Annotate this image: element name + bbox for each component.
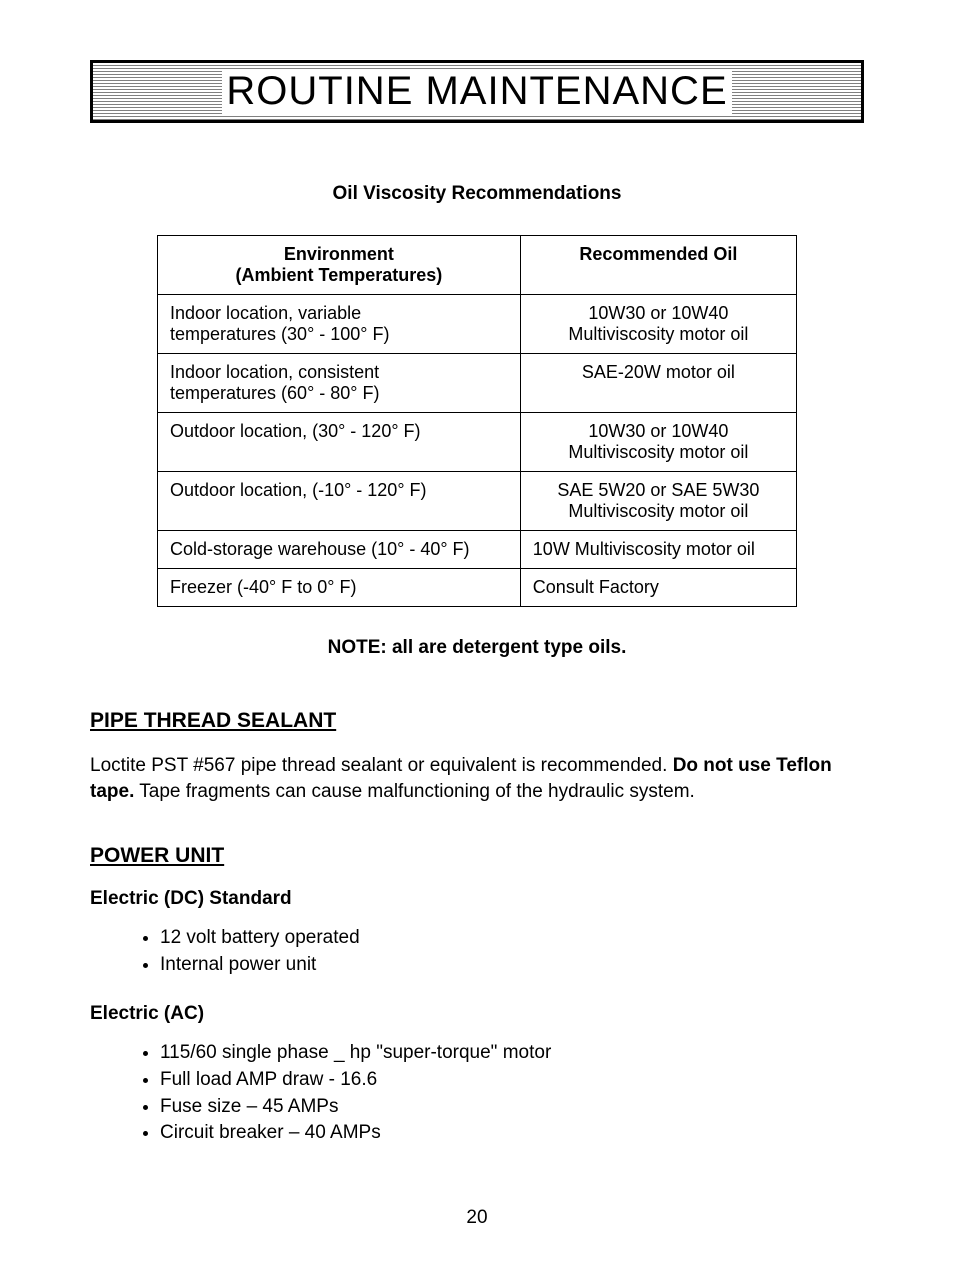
page-title: ROUTINE MAINTENANCE	[222, 69, 731, 114]
oil-viscosity-table: Environment (Ambient Temperatures) Recom…	[157, 235, 797, 607]
env-cell: Indoor location, consistenttemperatures …	[158, 354, 521, 413]
power-unit-heading: POWER UNIT	[90, 844, 864, 868]
table-header-oil: Recommended Oil	[520, 236, 796, 295]
list-item: Fuse size – 45 AMPs	[160, 1094, 864, 1121]
table-title: Oil Viscosity Recommendations	[90, 183, 864, 205]
oil-cell: 10W Multiviscosity motor oil	[520, 531, 796, 569]
list-item: Internal power unit	[160, 952, 864, 979]
env-cell: Indoor location, variabletemperatures (3…	[158, 295, 521, 354]
oil-cell: 10W30 or 10W40Multiviscosity motor oil	[520, 413, 796, 472]
ac-list: 115/60 single phase _ hp "super-torque" …	[90, 1040, 864, 1146]
oil-cell: Consult Factory	[520, 569, 796, 607]
env-cell: Outdoor location, (-10° - 120° F)	[158, 472, 521, 531]
env-cell: Freezer (-40° F to 0° F)	[158, 569, 521, 607]
list-item: 115/60 single phase _ hp "super-torque" …	[160, 1040, 864, 1067]
table-row: Freezer (-40° F to 0° F)Consult Factory	[158, 569, 797, 607]
env-cell: Cold-storage warehouse (10° - 40° F)	[158, 531, 521, 569]
dc-list: 12 volt battery operatedInternal power u…	[90, 925, 864, 978]
page-number: 20	[90, 1207, 864, 1229]
dc-heading: Electric (DC) Standard	[90, 888, 864, 910]
title-banner: ROUTINE MAINTENANCE	[90, 60, 864, 123]
ac-heading: Electric (AC)	[90, 1003, 864, 1025]
table-header-environment: Environment (Ambient Temperatures)	[158, 236, 521, 295]
list-item: Full load AMP draw - 16.6	[160, 1067, 864, 1094]
table-row: Outdoor location, (-10° - 120° F)SAE 5W2…	[158, 472, 797, 531]
note-text: NOTE: all are detergent type oils.	[90, 637, 864, 659]
sealant-heading: PIPE THREAD SEALANT	[90, 709, 864, 733]
table-row: Indoor location, consistenttemperatures …	[158, 354, 797, 413]
sealant-paragraph: Loctite PST #567 pipe thread sealant or …	[90, 753, 864, 804]
table-row: Cold-storage warehouse (10° - 40° F)10W …	[158, 531, 797, 569]
table-row: Indoor location, variabletemperatures (3…	[158, 295, 797, 354]
list-item: 12 volt battery operated	[160, 925, 864, 952]
env-cell: Outdoor location, (30° - 120° F)	[158, 413, 521, 472]
oil-cell: 10W30 or 10W40Multiviscosity motor oil	[520, 295, 796, 354]
list-item: Circuit breaker – 40 AMPs	[160, 1120, 864, 1147]
oil-cell: SAE 5W20 or SAE 5W30Multiviscosity motor…	[520, 472, 796, 531]
oil-cell: SAE-20W motor oil	[520, 354, 796, 413]
table-row: Outdoor location, (30° - 120° F)10W30 or…	[158, 413, 797, 472]
